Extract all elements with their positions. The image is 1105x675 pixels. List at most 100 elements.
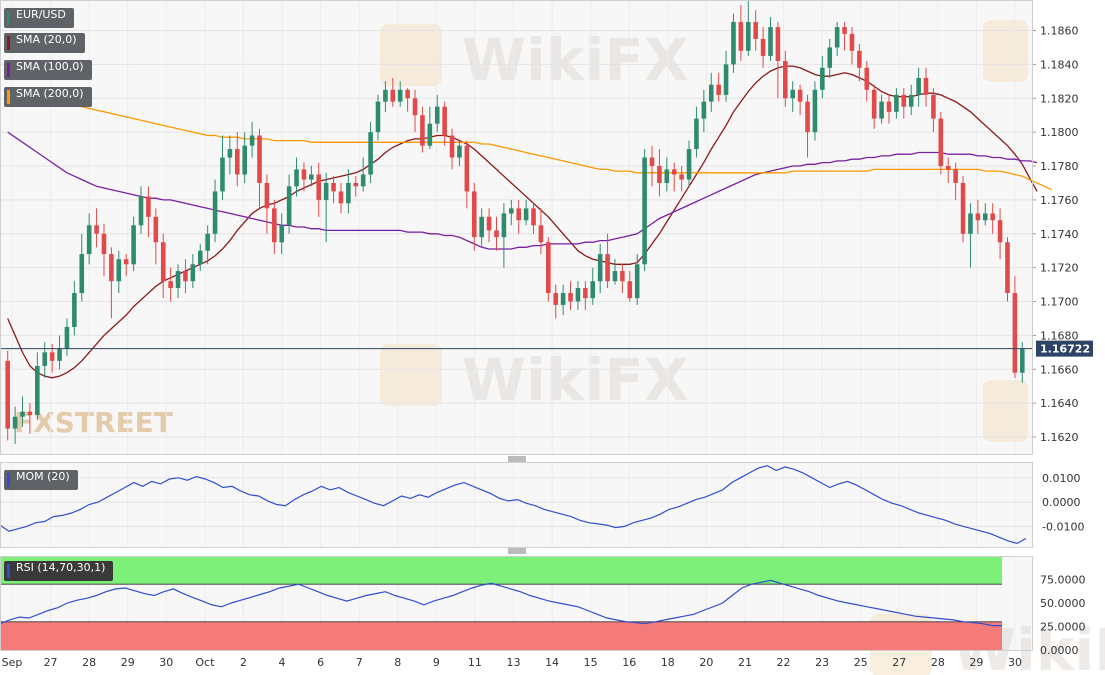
candle-body (612, 271, 618, 282)
candle-body (849, 33, 855, 51)
last-price-tag (1036, 340, 1093, 357)
rsi-tick-label: 75.0000 (1040, 574, 1086, 587)
candle-body (871, 89, 877, 119)
candle-body (353, 182, 359, 187)
candle-body (190, 264, 196, 282)
candle-body (205, 233, 210, 251)
momentum-line (0, 464, 1027, 545)
candle-body (997, 220, 1003, 243)
candle-body (1012, 293, 1018, 373)
date-tick-label: Sep (2, 656, 23, 669)
candle-body (686, 149, 692, 180)
date-tick-label: 4 (279, 656, 286, 669)
momentum-tick-label: -0.0100 (1042, 520, 1084, 533)
candle-body (894, 94, 899, 112)
date-tick-label: 30 (1008, 656, 1022, 669)
candle-body (309, 174, 314, 180)
candle-body (464, 145, 470, 192)
candle-body (27, 411, 33, 416)
candle-body (279, 225, 285, 243)
candle-body (842, 27, 847, 34)
momentum-tick-label: 0.0100 (1042, 472, 1081, 485)
legend-pair: EUR/USD (4, 8, 74, 28)
candle-body (568, 293, 573, 302)
candle-body (923, 77, 929, 95)
candle-body (1020, 348, 1025, 373)
candle-body (990, 213, 995, 221)
price-tick-label: 1.1840 (1040, 58, 1079, 71)
candle-body (968, 213, 973, 234)
candle-body (331, 182, 336, 192)
price-tick-label: 1.1820 (1040, 92, 1079, 105)
date-tick-label: 16 (622, 656, 636, 669)
candle-body (49, 352, 55, 361)
candle-body (775, 27, 781, 61)
candle-body (264, 182, 270, 209)
candle-body (783, 60, 788, 99)
candle-body (620, 271, 625, 282)
candle-body (471, 191, 477, 238)
rsi-tick-label: 25.0000 (1040, 621, 1086, 634)
date-tick-label: 11 (468, 656, 482, 669)
candle-body (538, 225, 544, 243)
price-panel[interactable] (0, 0, 1053, 444)
wikifx-logo-mark (983, 380, 1028, 442)
date-tick-label: 27 (44, 656, 58, 669)
wikifx-logo-mark (380, 24, 442, 86)
candle-body (834, 27, 840, 48)
candle-body (405, 89, 410, 99)
candle-body (938, 118, 944, 167)
rsi-tick-label: 0.0000 (1040, 644, 1079, 657)
candle-body (242, 145, 247, 175)
date-tick-label: 20 (699, 656, 713, 669)
candle-body (442, 106, 447, 136)
date-tick-label: 25 (854, 656, 868, 669)
price-tick-label: 1.1620 (1040, 431, 1079, 444)
momentum-panel[interactable] (0, 464, 1027, 545)
date-tick-label: 29 (969, 656, 983, 669)
candle-body (35, 365, 40, 416)
date-tick-label: 22 (777, 656, 791, 669)
candle-body (975, 213, 981, 221)
candle-body (738, 22, 744, 51)
rsi-panel[interactable] (0, 556, 1002, 650)
candle-body (323, 182, 329, 200)
candle-body (768, 27, 773, 56)
candle-body (516, 208, 521, 221)
date-tick-label: 8 (394, 656, 401, 669)
date-tick-label: 13 (507, 656, 521, 669)
candle-body (908, 94, 914, 107)
candle-body (131, 225, 136, 265)
candle-body (509, 208, 514, 214)
date-tick-label: 2 (240, 656, 247, 669)
date-tick-label: 28 (931, 656, 945, 669)
price-tick-label: 1.1700 (1040, 296, 1079, 309)
date-tick-label: 28 (82, 656, 96, 669)
candle-body (420, 115, 425, 146)
candle-body (664, 169, 670, 183)
candle-body (94, 225, 99, 234)
candle-body (212, 191, 218, 234)
candle-body (731, 22, 736, 65)
legend-rsi: RSI (14,70,30,1) (4, 561, 114, 581)
candle-body (183, 271, 188, 282)
candle-body (657, 166, 662, 183)
price-tick-label: 1.1860 (1040, 24, 1079, 37)
candle-body (760, 38, 766, 56)
candle-body (12, 416, 18, 429)
candle-body (286, 186, 292, 226)
date-tick-label: 14 (545, 656, 559, 669)
price-tick-label: 1.1780 (1040, 160, 1079, 173)
candle-body (753, 22, 758, 39)
candle-body (234, 149, 240, 175)
candle-body (220, 157, 225, 192)
date-tick-label: 15 (584, 656, 598, 669)
candle-body (5, 360, 10, 429)
legend-sma100: SMA (100,0) (4, 60, 92, 80)
price-tick-label: 1.1760 (1040, 194, 1079, 207)
candle-body (160, 242, 166, 282)
momentum-panel-border (0, 462, 1033, 548)
price-tick-label: 1.1680 (1040, 329, 1079, 342)
date-tick-label: Oct (195, 656, 215, 669)
